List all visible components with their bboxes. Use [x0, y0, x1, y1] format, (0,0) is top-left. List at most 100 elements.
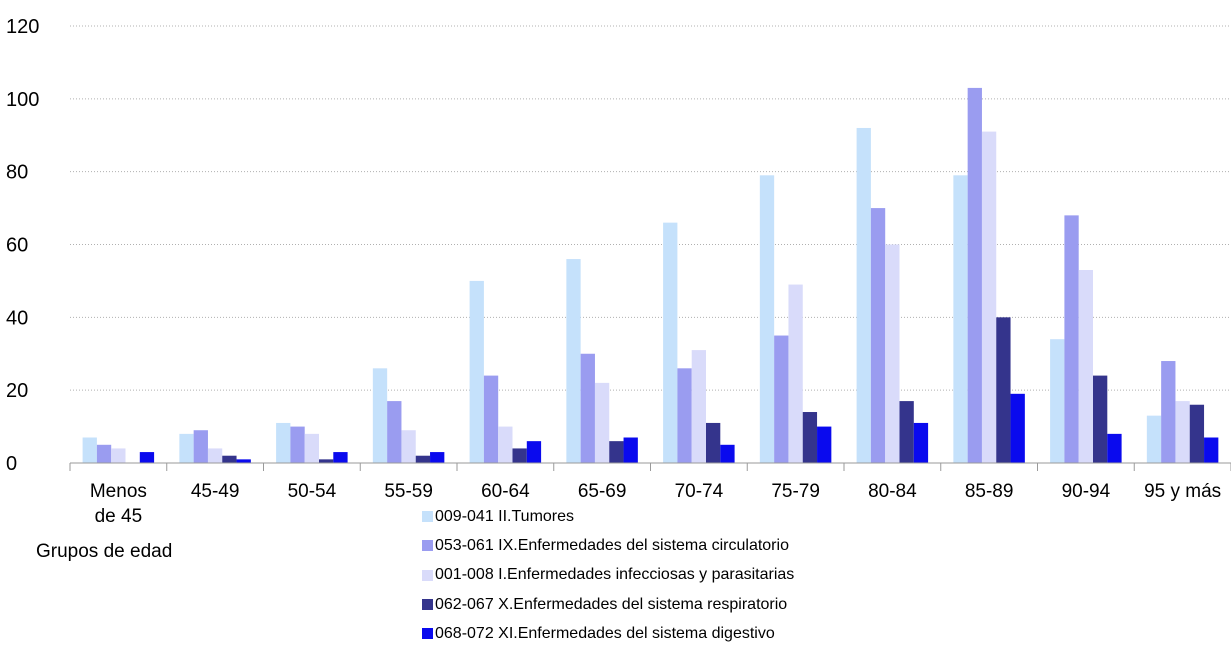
- bar: [1189, 404, 1205, 463]
- bar: [319, 459, 334, 463]
- legend-item: 001-008 I.Enfermedades infecciosas y par…: [422, 560, 794, 589]
- bar: [706, 422, 721, 463]
- bar: [430, 452, 445, 463]
- legend-label: 053-061 IX.Enfermedades del sistema circ…: [435, 537, 789, 555]
- legend-label: 001-008 I.Enfermedades infecciosas y par…: [435, 566, 795, 584]
- x-tick-label: 60-64: [481, 481, 530, 502]
- x-tick-label: 90-94: [1062, 481, 1111, 502]
- bar: [899, 401, 914, 463]
- legend: 009-041 II.Tumores 053-061 IX.Enfermedade…: [422, 502, 794, 648]
- series-2: [96, 87, 1176, 464]
- bar: [788, 284, 803, 463]
- x-axis-ticks: Menos de 45 45-49 50-54 55-59 60-64 65-69 70-74…: [90, 481, 1221, 527]
- x-tick-label: 50-54: [288, 481, 337, 502]
- bar: [139, 452, 155, 463]
- bar: [193, 430, 208, 463]
- legend-swatch: [422, 627, 433, 639]
- bar: [1161, 361, 1176, 463]
- bar: [276, 422, 291, 463]
- bar: [512, 448, 527, 463]
- bar: [594, 382, 610, 463]
- legend-label: 062-067 X.Enfermedades del sistema respi…: [435, 595, 788, 613]
- bar: [1050, 339, 1065, 463]
- y-tick-label: 80: [6, 162, 28, 184]
- bars: [82, 87, 1219, 464]
- x-tick-label: 55-59: [384, 481, 433, 502]
- bar: [802, 412, 818, 463]
- x-tick-label: 45-49: [191, 481, 240, 502]
- bar: [1204, 437, 1219, 463]
- legend-swatch: [422, 540, 433, 552]
- legend-item: 009-041 II.Tumores: [422, 502, 794, 531]
- legend-item: 053-061 IX.Enfermedades del sistema circ…: [422, 531, 794, 560]
- bar: [236, 459, 251, 463]
- x-axis: [69, 462, 1231, 471]
- legend-label: 009-041 II.Tumores: [435, 508, 575, 525]
- bar: [222, 455, 237, 463]
- bar: [498, 426, 513, 463]
- bar: [111, 448, 126, 463]
- series-3: [111, 131, 1190, 463]
- bar: [82, 437, 97, 463]
- bar: [720, 444, 735, 463]
- bar: [996, 317, 1011, 463]
- bar: [387, 401, 402, 463]
- bar: [1146, 415, 1162, 463]
- bar: [304, 433, 319, 463]
- legend-label: 068-072 XI.Enfermedades del sistema dige…: [435, 624, 775, 642]
- y-axis-ticks: 0 20 40 60 80 100 120: [6, 16, 39, 475]
- bar: [372, 368, 388, 463]
- bar: [609, 441, 624, 463]
- bar: [913, 422, 929, 463]
- x-tick-label: 85-89: [965, 481, 1014, 502]
- x-tick-label: 75-79: [771, 481, 820, 502]
- bar: [953, 175, 968, 463]
- bar: [1107, 433, 1122, 463]
- bar: [870, 208, 886, 463]
- y-tick-label: 40: [6, 307, 28, 329]
- bar: [817, 426, 832, 463]
- series-5: [139, 393, 1219, 463]
- bar: [526, 441, 542, 463]
- bar: [415, 455, 431, 463]
- y-tick-label: 20: [6, 380, 28, 402]
- y-tick-label: 120: [6, 16, 39, 38]
- x-tick-label: Menos de 45: [90, 481, 147, 527]
- legend-swatch: [422, 511, 433, 523]
- bar: [566, 259, 581, 463]
- bar: [759, 175, 775, 463]
- bar: [1175, 401, 1190, 463]
- bar: [967, 87, 982, 464]
- bar: [483, 375, 499, 463]
- bar: [623, 437, 638, 463]
- bar: [885, 244, 900, 463]
- bar: [469, 280, 484, 463]
- bar: [179, 433, 194, 463]
- bar: [1064, 215, 1079, 463]
- bar: [96, 444, 112, 463]
- bar: [1078, 269, 1093, 463]
- bar: [981, 131, 997, 463]
- y-tick-label: 0: [6, 453, 17, 475]
- bar: [677, 368, 692, 463]
- bar: [663, 222, 678, 463]
- x-tick-label: 70-74: [675, 481, 724, 502]
- bar: [774, 335, 789, 463]
- gridlines: [70, 25, 1231, 391]
- x-tick-label: 80-84: [868, 481, 917, 502]
- legend-swatch: [422, 569, 433, 581]
- y-tick-label: 100: [6, 89, 39, 111]
- bar: [1010, 393, 1025, 463]
- bar: [691, 350, 706, 463]
- y-tick-label: 60: [6, 235, 28, 257]
- bar: [333, 452, 348, 463]
- x-tick-label: 95 y más: [1144, 481, 1221, 502]
- series-1: [82, 127, 1162, 463]
- bar: [580, 353, 595, 463]
- legend-item: 068-072 XI.Enfermedades del sistema dige…: [422, 619, 794, 648]
- bar: [856, 127, 871, 463]
- series-4: [222, 317, 1205, 463]
- x-axis-label: Grupos de edad: [36, 541, 173, 562]
- legend-swatch: [422, 598, 433, 610]
